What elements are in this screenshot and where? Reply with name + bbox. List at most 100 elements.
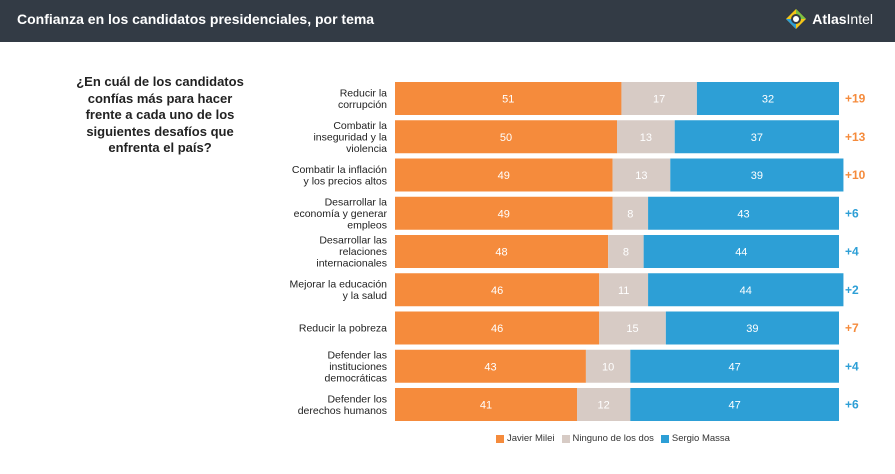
data-label: 39 (746, 323, 758, 335)
data-label: 8 (623, 247, 629, 259)
legend-swatch (561, 434, 570, 443)
bar-segment-sergio-massa (643, 235, 839, 268)
data-label: 43 (737, 208, 749, 220)
legend-label: Javier Milei (507, 433, 555, 444)
bar-segment-sergio-massa (665, 311, 839, 345)
category-label-line: Reducir la (340, 87, 387, 99)
bar-segment-ninguno-de-los-dos (608, 235, 644, 268)
data-label: 32 (762, 94, 774, 106)
data-label: 49 (498, 208, 510, 220)
bar-segment-javier-milei (395, 82, 622, 115)
bar-segment-sergio-massa (648, 273, 844, 307)
data-label: 8 (627, 208, 633, 220)
category-label-line: corrupción (338, 99, 387, 111)
data-label: 49 (498, 170, 510, 182)
bar-segment-javier-milei (395, 273, 600, 307)
difference-label: +10 (845, 168, 866, 182)
category-label: Desarrollar la economía y generar empleos (294, 196, 388, 231)
data-label: 51 (502, 94, 514, 106)
category-label-line: relaciones (339, 246, 387, 258)
data-label: 50 (500, 132, 512, 144)
category-label-line: economía y generar (294, 208, 388, 220)
bar-segment-javier-milei (395, 196, 613, 230)
bar-segment-ninguno-de-los-dos (599, 311, 666, 345)
bar-segment-sergio-massa (670, 158, 844, 192)
bar-segment-ninguno-de-los-dos (585, 349, 631, 383)
category-label: Reducir la corrupción (338, 87, 387, 111)
atlasintel-logo: AtlasIntel (785, 7, 873, 31)
atlasintel-logo-text: AtlasIntel (812, 11, 873, 27)
category-label-line: violencia (346, 143, 387, 155)
category-label: Defender las instituciones democráticas (325, 349, 387, 384)
bar-segment-sergio-massa (630, 388, 839, 421)
difference-label: +19 (845, 92, 866, 106)
data-label: 12 (598, 400, 610, 412)
bar-segment-javier-milei (395, 311, 600, 345)
category-label: Reducir la pobreza (299, 323, 387, 335)
bar-segment-ninguno-de-los-dos (612, 158, 671, 192)
category-label-line: instituciones (329, 361, 387, 373)
difference-label: +6 (845, 398, 859, 412)
bar-segment-sergio-massa (674, 120, 839, 154)
data-label: 15 (626, 323, 638, 335)
category-label-line: derechos humanos (298, 405, 387, 417)
legend-item-sergio-massa: Sergio Massa (660, 433, 730, 444)
category-label-line: y los precios altos (304, 175, 387, 187)
atlasintel-logo-icon (786, 9, 807, 29)
difference-label: +4 (845, 245, 859, 259)
category-label-line: Combatir la (333, 120, 387, 132)
bar-segment-sergio-massa (648, 196, 839, 230)
data-label: 47 (729, 361, 741, 373)
data-label: 46 (491, 285, 503, 297)
legend-item-ninguno-de-los-dos: Ninguno de los dos (561, 433, 654, 444)
bar-segment-ninguno-de-los-dos (621, 82, 697, 115)
data-label: 43 (484, 361, 496, 373)
category-label-line: democráticas (325, 372, 387, 384)
bar-segment-ninguno-de-los-dos (612, 196, 649, 230)
category-label: Desarrollar las relaciones internacionales (316, 235, 387, 270)
legend-label: Sergio Massa (671, 433, 730, 444)
difference-label: +7 (845, 321, 859, 335)
chart-legend: Javier Milei Ninguno de los dos Sergio Mas… (496, 433, 737, 444)
difference-label: +13 (845, 130, 866, 144)
category-label-line: Defender los (327, 393, 387, 405)
category-label-line: y la salud (343, 290, 388, 302)
bar-segment-javier-milei (395, 158, 613, 192)
category-label: Combatir la inflación y los precios altos (292, 164, 387, 188)
legend-swatch (496, 434, 504, 443)
logo-text-bold: Atlas (812, 11, 847, 27)
category-label-line: Desarrollar las (319, 235, 387, 247)
difference-label: +2 (845, 283, 859, 297)
category-label-line: Defender las (327, 349, 387, 361)
category-label-line: inseguridad y la (313, 131, 387, 143)
data-label: 46 (491, 323, 503, 335)
data-label: 41 (480, 400, 492, 412)
category-label-line: empleos (347, 219, 387, 231)
category-label-line: Mejorar la educación (290, 279, 388, 291)
data-label: 13 (635, 170, 647, 182)
category-label-line: Desarrollar la (325, 196, 388, 208)
bar-segment-ninguno-de-los-dos (577, 388, 631, 421)
bar-segment-javier-milei (395, 388, 578, 421)
category-label-line: internacionales (316, 258, 387, 270)
data-label: 39 (751, 170, 763, 182)
bar-segment-ninguno-de-los-dos (599, 273, 649, 307)
category-label: Mejorar la educación y la salud (290, 279, 388, 303)
data-label: 37 (751, 132, 763, 144)
bar-segment-javier-milei (395, 349, 586, 383)
data-label: 13 (640, 132, 652, 144)
data-label: 17 (653, 94, 665, 106)
legend-swatch (660, 434, 669, 443)
header-bar: Confianza en los candidatos presidencial… (0, 0, 895, 42)
bar-segment-ninguno-de-los-dos (617, 120, 675, 154)
category-label-line: Combatir la inflación (292, 164, 387, 176)
chart-title: Confianza en los candidatos presidencial… (17, 11, 375, 27)
category-label-line: Reducir la pobreza (299, 323, 387, 335)
bar-segment-javier-milei (395, 235, 609, 268)
survey-question: ¿En cuál de los candidatos confías más p… (76, 74, 244, 155)
difference-label: +6 (845, 206, 859, 220)
data-label: 10 (602, 361, 614, 373)
data-label: 44 (735, 247, 747, 259)
data-label: 47 (729, 400, 741, 412)
